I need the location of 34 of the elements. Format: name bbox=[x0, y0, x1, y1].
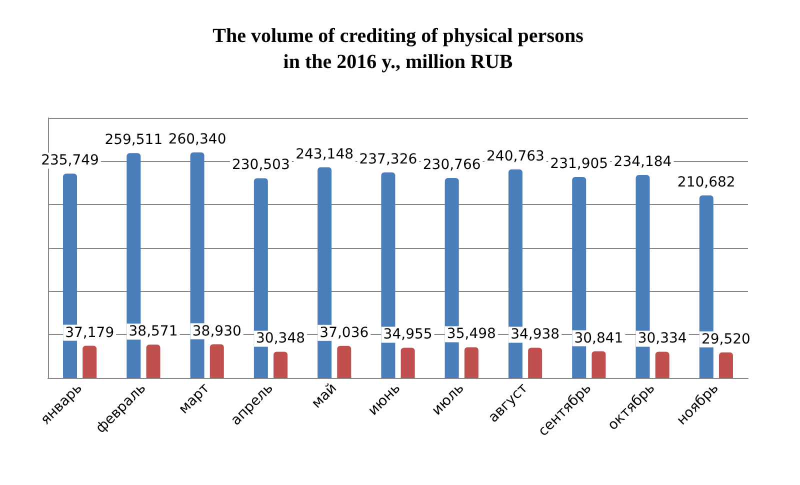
data-label: 260,340 bbox=[168, 131, 226, 148]
bar bbox=[210, 344, 224, 378]
bar bbox=[718, 352, 733, 378]
bar bbox=[592, 351, 606, 378]
data-label: 37,036 bbox=[320, 324, 369, 341]
data-label: 231,905 bbox=[550, 156, 608, 172]
data-label: 30,841 bbox=[574, 330, 624, 346]
data-label: 35,498 bbox=[446, 326, 496, 342]
data-label: 34,955 bbox=[383, 326, 432, 343]
bar bbox=[274, 352, 288, 378]
data-label: 210,682 bbox=[677, 174, 736, 190]
data-label: 30,334 bbox=[638, 330, 687, 347]
chart-title: The volume of crediting of physical persons in the 2016 y., million RUB bbox=[212, 25, 584, 73]
data-label: 237,326 bbox=[359, 151, 418, 168]
bar bbox=[146, 344, 160, 378]
bar bbox=[528, 348, 542, 378]
bar bbox=[464, 347, 478, 378]
data-label: 259,511 bbox=[104, 132, 163, 148]
data-label: 235,749 bbox=[41, 152, 99, 169]
data-label: 230,503 bbox=[232, 157, 290, 174]
data-label: 38,930 bbox=[192, 323, 242, 340]
bar bbox=[655, 352, 670, 378]
data-label: 230,766 bbox=[422, 157, 481, 174]
data-label: 243,148 bbox=[296, 146, 354, 162]
data-label: 234,184 bbox=[614, 154, 672, 170]
data-label: 240,763 bbox=[486, 148, 544, 164]
data-label: 30,348 bbox=[256, 330, 306, 347]
bar bbox=[82, 346, 97, 378]
data-label: 37,179 bbox=[65, 324, 114, 341]
bar bbox=[337, 346, 352, 378]
data-label: 29,520 bbox=[701, 331, 750, 348]
data-label: 38,571 bbox=[128, 324, 178, 340]
bar bbox=[400, 348, 415, 378]
data-label: 34,938 bbox=[510, 326, 560, 343]
